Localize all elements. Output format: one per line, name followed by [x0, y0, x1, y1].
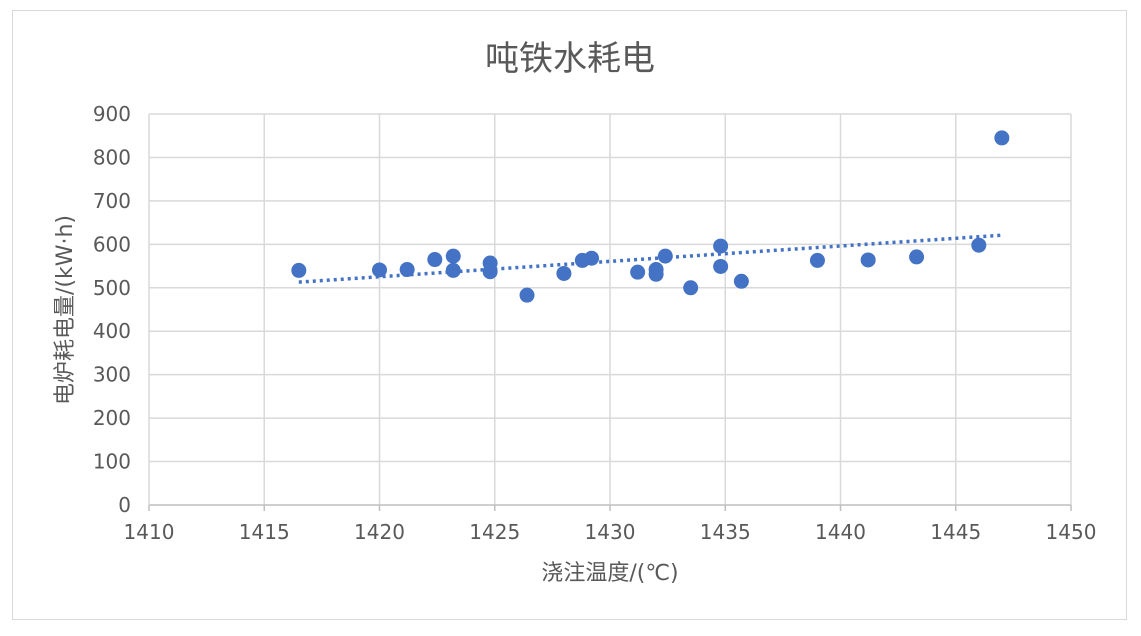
axes: [148, 114, 1072, 511]
y-tick-label: 700: [93, 189, 131, 213]
data-point: [713, 238, 729, 254]
x-axis-title: 浇注温度/(℃): [541, 561, 678, 586]
data-point: [809, 252, 825, 268]
data-point: [683, 280, 699, 296]
data-point: [427, 252, 443, 268]
data-points: [291, 130, 1010, 303]
data-point: [630, 264, 646, 280]
data-point: [372, 262, 387, 278]
data-point: [291, 262, 307, 278]
data-point: [994, 130, 1010, 146]
trendline: [298, 233, 1002, 284]
y-tick-labels: 0 100 200 300 400 500 600 700 800 900: [93, 102, 131, 517]
y-axis-title: 电炉耗电量/(kW·h): [53, 215, 78, 405]
data-point: [860, 252, 876, 268]
data-point: [556, 265, 572, 281]
y-tick-label: 100: [93, 450, 131, 474]
x-tick-label: 1450: [1046, 520, 1097, 544]
gridlines: [149, 113, 1072, 505]
x-tick-label: 1425: [469, 520, 520, 544]
data-point: [519, 287, 535, 303]
x-tick-label: 1415: [239, 520, 290, 544]
y-tick-label: 800: [93, 145, 131, 169]
y-tick-label: 200: [93, 406, 131, 430]
data-point: [971, 237, 987, 253]
x-tick-label: 1435: [700, 520, 751, 544]
data-point: [713, 258, 729, 274]
y-tick-label: 900: [93, 102, 131, 126]
data-point: [648, 266, 664, 282]
x-tick-label: 1420: [354, 520, 405, 544]
data-point: [445, 262, 461, 278]
data-point: [657, 248, 673, 264]
linear-trendline: [298, 233, 1002, 284]
x-tick-label: 1430: [585, 520, 636, 544]
data-point: [399, 262, 415, 278]
y-tick-label: 0: [118, 493, 131, 517]
x-tick-labels: 1410 1415 1420 1425 1430 1435 1440 1445 1450: [124, 520, 1097, 544]
x-tick-label: 1440: [815, 520, 866, 544]
data-point: [445, 248, 461, 264]
chart-frame: [12, 10, 1127, 620]
data-point: [909, 249, 925, 265]
x-tick-label: 1410: [124, 520, 175, 544]
y-tick-label: 300: [93, 363, 131, 387]
data-point: [733, 273, 749, 289]
data-point: [584, 250, 600, 266]
y-tick-label: 600: [93, 232, 131, 256]
x-tick-label: 1445: [930, 520, 981, 544]
y-tick-label: 500: [93, 276, 131, 300]
y-tick-label: 400: [93, 319, 131, 343]
data-point: [482, 264, 498, 280]
chart-title: 吨铁水耗电: [485, 39, 655, 79]
